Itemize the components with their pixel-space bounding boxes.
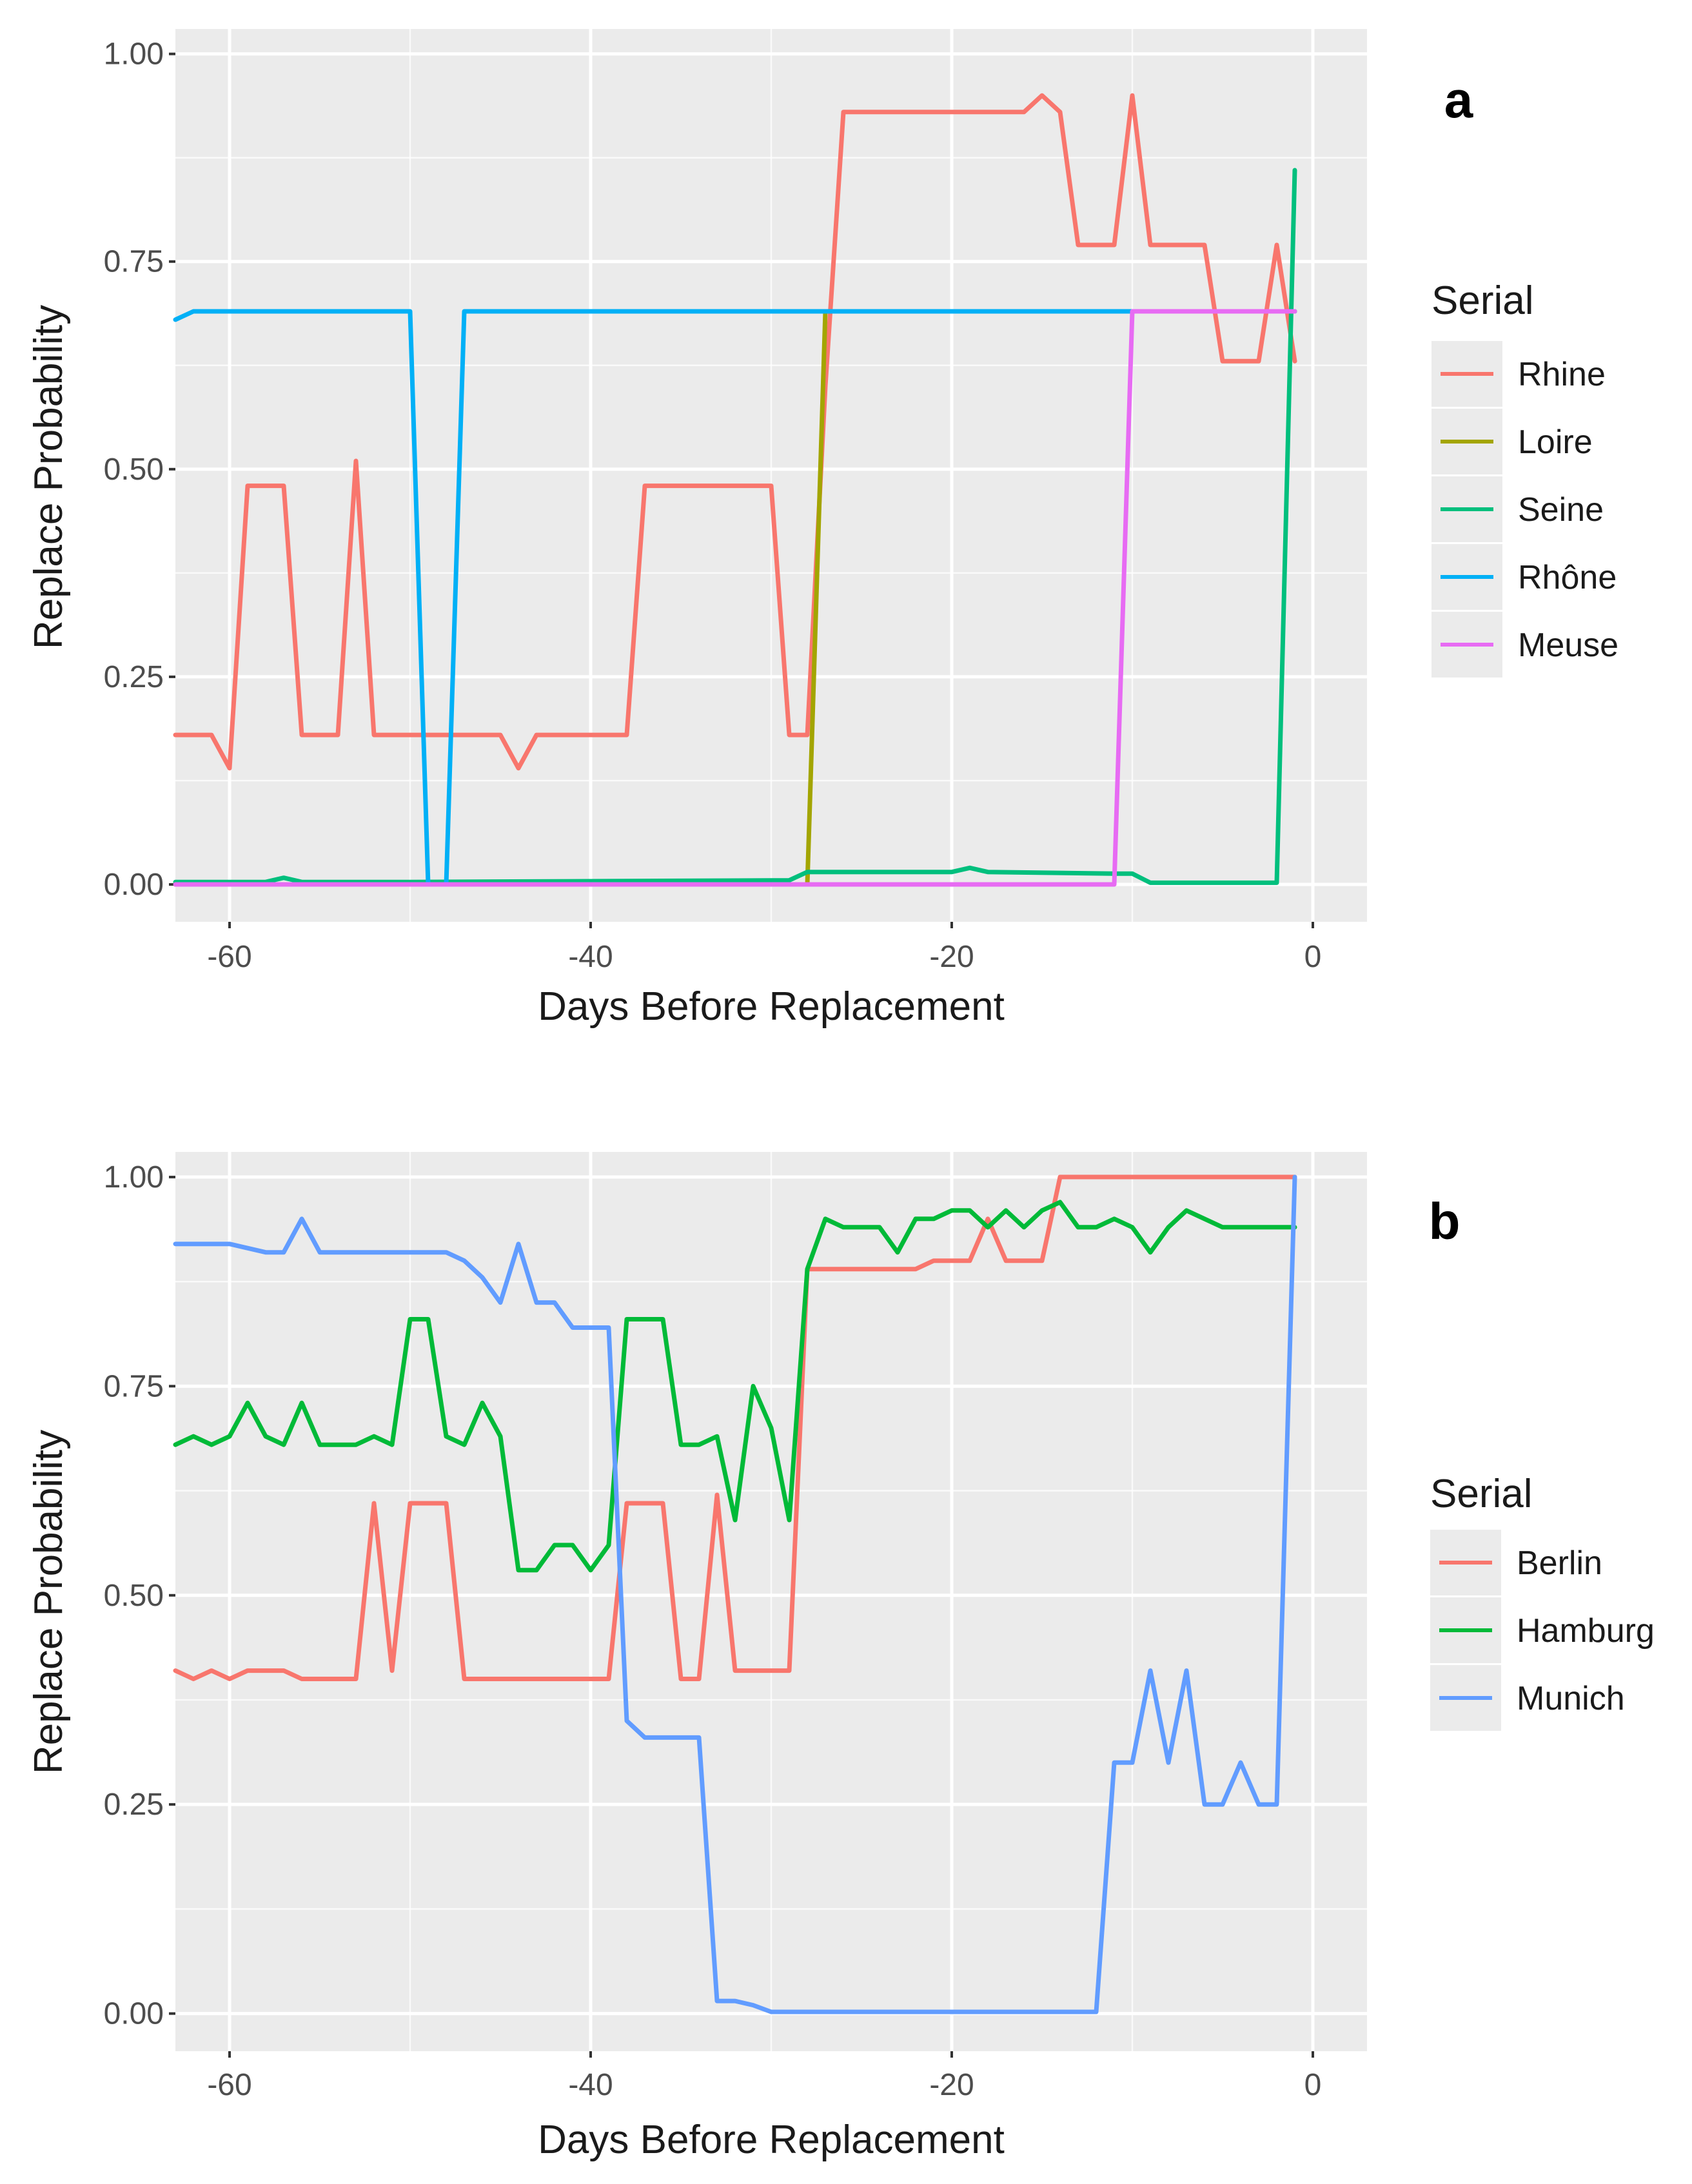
legend-item-berlin: Berlin [1430,1530,1602,1595]
y-axis-title-a: Replace Probability [26,305,71,649]
x-tick-label-b: -20 [929,2068,974,2102]
tick-labels-a: 0.00 0.25 0.50 0.75 1.00 -60 -40 -20 0 [104,37,1322,974]
x-tick-label-a: -60 [207,940,251,974]
legend-items-b: Berlin Hamburg Munich [1430,1530,1655,1731]
legend-item-meuse: Meuse [1431,612,1618,678]
y-tick-label-b: 1.00 [104,1160,164,1194]
legend-label-rh-ne: Rhône [1518,559,1617,596]
x-axis-title-b: Days Before Replacement [538,2118,1005,2162]
ticks-b [169,1175,1314,2058]
ticks-a [169,52,1314,928]
legend-item-munich: Munich [1430,1665,1625,1731]
tick-labels-b: 0.00 0.25 0.50 0.75 1.00 -60 -40 -20 0 [104,1160,1322,2102]
x-tick-label-b: -40 [568,2068,613,2102]
y-tick-label-a: 0.75 [104,245,164,279]
series-line-rhine [173,93,1297,771]
series-line-hamburg [173,1200,1297,1573]
y-tick-label-b: 0.50 [104,1579,164,1613]
y-tick-label-b: 0.75 [104,1369,164,1403]
legend-b: Serial Berlin Hamburg Munich [1430,1472,1655,1731]
x-tick-label-b: -60 [207,2068,251,2102]
legend-item-rhine: Rhine [1431,341,1606,407]
legend-item-seine: Seine [1431,476,1604,542]
legend-label-rhine: Rhine [1518,356,1606,393]
legend-items-a: Rhine Loire Seine Rhône Meuse [1431,341,1618,678]
series-line-seine [173,168,1297,885]
legend-label-munich: Munich [1517,1680,1625,1717]
x-tick-label-a: 0 [1304,940,1322,974]
y-axis-title-b: Replace Probability [26,1430,71,1774]
legend-title-b: Serial [1430,1472,1533,1516]
x-axis-title-a: Days Before Replacement [538,984,1005,1029]
legend-item-hamburg: Hamburg [1430,1597,1655,1663]
y-tick-label-a: 0.50 [104,453,164,487]
x-tick-label-a: -40 [568,940,613,974]
y-tick-label-b: 0.25 [104,1788,164,1822]
y-tick-label-a: 0.25 [104,660,164,694]
panel-b: 0.00 0.25 0.50 0.75 1.00 -60 -40 -20 0 Days Befo… [26,1152,1655,2162]
legend-item-loire: Loire [1431,409,1593,474]
panel-label-a: a [1444,71,1473,128]
series-line-meuse [173,309,1297,887]
legend-label-loire: Loire [1518,424,1593,461]
x-tick-label-b: 0 [1304,2068,1322,2102]
legend-title-a: Serial [1431,278,1534,323]
legend-label-seine: Seine [1518,491,1604,529]
legend-label-meuse: Meuse [1518,627,1618,664]
y-tick-label-b: 0.00 [104,1997,164,2031]
x-tick-label-a: -20 [929,940,974,974]
legend-item-rh-ne: Rhône [1431,544,1617,610]
y-tick-label-a: 0.00 [104,868,164,902]
series-lines-a [173,93,1297,887]
legend-label-berlin: Berlin [1517,1545,1602,1582]
panel-a: 0.00 0.25 0.50 0.75 1.00 -60 -40 -20 0 Days Befo… [26,29,1618,1029]
legend-a: Serial Rhine Loire Seine Rhône Meuse [1431,278,1618,678]
legend-label-hamburg: Hamburg [1517,1612,1655,1650]
series-lines-b [173,1175,1297,2014]
series-line-munich [173,1175,1297,2014]
series-line-berlin [173,1175,1297,1681]
panel-label-b: b [1429,1193,1461,1250]
y-tick-label-a: 1.00 [104,37,164,72]
